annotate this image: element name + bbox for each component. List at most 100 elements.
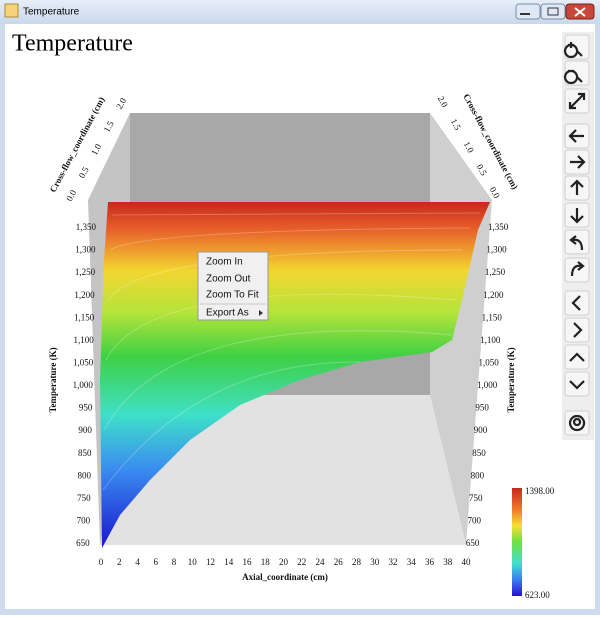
y2-tick-label: 1,150 <box>482 312 503 322</box>
z2-tick-label: 0.0 <box>488 185 502 200</box>
y2-tick-label: 750 <box>469 493 483 503</box>
x-tick-label: 2 <box>117 557 122 567</box>
prev-icon <box>571 295 581 311</box>
menu-box <box>197 251 269 321</box>
zoom-in-icon <box>563 42 583 59</box>
z-tick-label: 1.5 <box>102 119 116 134</box>
y-tick-label: 950 <box>79 403 93 413</box>
window-title: Temperature <box>23 7 80 18</box>
redo-icon <box>570 261 585 277</box>
y2-tick-label: 1,300 <box>486 245 507 255</box>
settings-icon <box>568 414 586 432</box>
y2-tick-label: 1,250 <box>485 267 506 277</box>
x-tick-label: 26 <box>334 557 344 567</box>
x-tick-label: 12 <box>206 557 215 567</box>
y-tick-label: 1,150 <box>74 312 95 322</box>
z-tick-label: 1.0 <box>89 142 103 157</box>
menu-item[interactable]: Zoom To Fit <box>206 290 259 301</box>
toolbar-button[interactable] <box>564 229 590 255</box>
down-icon <box>570 208 584 224</box>
zoom-out-icon <box>563 69 583 85</box>
x-tick-label: 14 <box>224 557 234 567</box>
toolbar-button[interactable] <box>564 344 590 370</box>
toolbar <box>562 32 594 440</box>
next-icon <box>573 322 583 338</box>
y2-tick-label: 1,000 <box>477 380 498 390</box>
y-tick-label: 1,200 <box>74 290 95 300</box>
undo-icon <box>569 235 584 251</box>
y2-tick-label: 1,200 <box>483 290 504 300</box>
y2-tick-label: 850 <box>472 448 486 458</box>
y-tick-label: 1,000 <box>73 380 94 390</box>
tilt-down-icon <box>569 380 585 390</box>
x-tick-label: 8 <box>172 557 177 567</box>
submenu-arrow <box>259 310 263 316</box>
z2-tick-label: 0.5 <box>475 162 489 177</box>
z2-tick-label: 1.0 <box>462 140 476 155</box>
y2-tick-label: 650 <box>466 538 480 548</box>
toolbar-button[interactable] <box>564 257 590 283</box>
x-tick-label: 24 <box>316 557 326 567</box>
x-tick-label: 38 <box>443 557 453 567</box>
y2-tick-label: 1,100 <box>480 335 501 345</box>
z-tick-label: 2.0 <box>114 96 128 111</box>
y2-tick-label: 800 <box>471 470 485 480</box>
toolbar-button[interactable] <box>564 34 590 60</box>
context-menu: Zoom In Zoom Out Zoom To Fit Export As <box>197 251 269 321</box>
y-tick-label: 650 <box>76 538 90 548</box>
toolbar-button[interactable] <box>564 410 590 436</box>
y-tick-label: 750 <box>77 493 91 503</box>
toolbar-button[interactable] <box>564 290 590 316</box>
x-tick-label: 22 <box>297 557 306 567</box>
colorbar-min: 623.00 <box>525 590 550 600</box>
x-tick-label: 4 <box>135 557 140 567</box>
y2-axis-label: Temperature (K) <box>506 347 516 412</box>
y-tick-label: 900 <box>78 425 92 435</box>
x-tick-label: 6 <box>154 557 159 567</box>
x-tick-label: 0 <box>99 557 104 567</box>
y-tick-label: 1,100 <box>73 335 94 345</box>
colorbar-max: 1398.00 <box>525 486 555 496</box>
x-tick-label: 20 <box>279 557 289 567</box>
left-icon <box>568 129 584 143</box>
toolbar-button[interactable] <box>564 371 590 397</box>
y-tick-label: 800 <box>78 470 92 480</box>
up-icon <box>570 179 584 195</box>
title-bar <box>0 0 600 24</box>
y-tick-label: 1,250 <box>75 267 96 277</box>
minimize-icon <box>520 13 530 15</box>
x-tick-label: 36 <box>425 557 435 567</box>
z-tick-label: 0.0 <box>64 188 78 203</box>
y2-tick-label: 700 <box>467 515 481 525</box>
x-tick-label: 32 <box>389 557 398 567</box>
fit-icon <box>568 92 586 110</box>
x-tick-label: 16 <box>243 557 253 567</box>
menu-item[interactable]: Export As <box>206 308 249 319</box>
toolbar-button[interactable] <box>564 317 590 343</box>
maximize-button[interactable] <box>540 3 566 20</box>
x-tick-label: 18 <box>261 557 271 567</box>
menu-item[interactable]: Zoom Out <box>206 274 251 285</box>
minimize-button[interactable] <box>515 3 541 20</box>
y-tick-label: 700 <box>77 515 91 525</box>
y-axis-label: Temperature (K) <box>48 347 58 412</box>
y-tick-label: 1,050 <box>73 357 94 367</box>
y2-tick-label: 1,050 <box>479 357 500 367</box>
x-tick-label: 30 <box>370 557 380 567</box>
colorbar <box>512 488 522 596</box>
y-tick-label: 1,300 <box>75 245 96 255</box>
menu-item[interactable]: Zoom In <box>206 257 243 268</box>
y-tick-label: 1,350 <box>76 222 97 232</box>
tilt-up-icon <box>569 352 585 362</box>
x-tick-label: 28 <box>352 557 362 567</box>
z2-tick-label: 2.0 <box>436 94 450 109</box>
y2-tick-label: 1,350 <box>488 222 509 232</box>
y2-tick-label: 950 <box>475 403 489 413</box>
z2-tick-label: 1.5 <box>449 117 463 132</box>
y-tick-label: 850 <box>78 448 92 458</box>
toolbar-button[interactable] <box>564 60 590 86</box>
close-icon <box>574 7 586 17</box>
x-tick-label: 10 <box>188 557 198 567</box>
x-axis-label: Axial_coordinate (cm) <box>242 572 328 582</box>
